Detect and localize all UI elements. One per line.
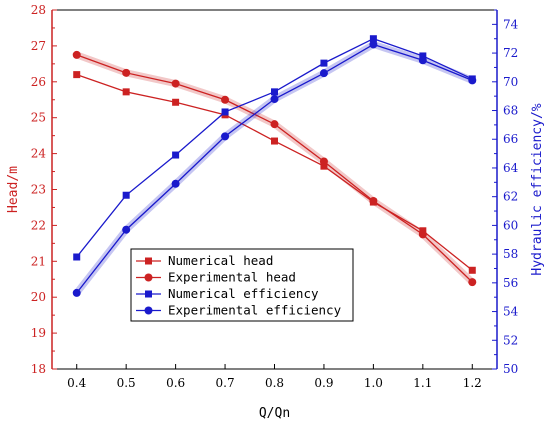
x-tick-label: 0.4 xyxy=(67,376,86,390)
data-point xyxy=(221,108,229,116)
right-y-tick-label: 50 xyxy=(503,362,518,376)
x-tick-label: 0.6 xyxy=(166,376,185,390)
left-y-tick-label: 26 xyxy=(31,75,46,89)
right-y-tick-label: 56 xyxy=(503,276,518,290)
series-layer xyxy=(72,35,477,297)
right-y-tick-label: 70 xyxy=(503,75,518,89)
data-point xyxy=(73,71,81,79)
x-axis: 0.4 0.5 0.6 0.7 0.8 0.9 1.0 1.1 1.2 xyxy=(67,364,482,390)
right-y-tick-label: 60 xyxy=(503,218,518,232)
data-point xyxy=(418,230,427,239)
data-point xyxy=(270,120,279,129)
x-tick-label: 0.5 xyxy=(117,376,136,390)
right-y-tick-label: 68 xyxy=(503,104,518,118)
data-point xyxy=(122,191,130,199)
right-y-tick-label: 54 xyxy=(503,305,519,319)
x-tick-label: 1.2 xyxy=(463,376,482,390)
left-y-tick-label: 24 xyxy=(31,147,47,161)
data-point xyxy=(418,56,427,65)
left-y-tick-label: 27 xyxy=(31,39,46,53)
left-y-axis-title: Head/m xyxy=(6,166,21,213)
left-y-tick-label: 18 xyxy=(31,362,46,376)
x-tick-label: 0.8 xyxy=(265,376,284,390)
left-y-tick-label: 19 xyxy=(31,326,46,340)
data-point xyxy=(320,162,328,170)
left-y-tick-label: 22 xyxy=(31,218,46,232)
x-tick-label: 1.0 xyxy=(364,376,383,390)
legend-item: Experimental head xyxy=(136,270,296,285)
left-y-tick-label: 23 xyxy=(31,183,46,197)
right-y-axis-title: Hydraulic efficiency/% xyxy=(530,103,545,275)
legend-label: Numerical efficiency xyxy=(168,286,319,301)
data-point xyxy=(271,137,278,145)
data-point xyxy=(320,59,328,67)
left-y-tick-label: 20 xyxy=(31,290,46,304)
data-point xyxy=(468,76,477,85)
data-point xyxy=(221,132,230,141)
right-y-axis: 50 52 54 56 58 60 62 64 66 68 70 72 74 xyxy=(492,9,519,376)
data-point xyxy=(369,35,377,43)
data-point xyxy=(122,68,131,77)
right-y-tick-label: 58 xyxy=(503,247,518,261)
x-axis-title: Q/Qn xyxy=(259,406,290,421)
right-y-tick-label: 66 xyxy=(503,132,518,146)
series-line xyxy=(76,74,473,271)
right-y-tick-label: 64 xyxy=(503,161,519,175)
right-y-tick-label: 62 xyxy=(503,190,518,204)
legend-label: Numerical head xyxy=(168,253,273,268)
right-y-tick-label: 72 xyxy=(503,46,518,60)
data-point xyxy=(72,288,81,297)
data-point xyxy=(171,179,180,188)
x-tick-label: 0.7 xyxy=(216,376,235,390)
series-2 xyxy=(73,35,476,261)
x-tick-label: 1.1 xyxy=(413,376,432,390)
data-point xyxy=(369,196,378,205)
data-point xyxy=(419,52,427,60)
x-tick-label: 0.9 xyxy=(314,376,333,390)
legend-marker xyxy=(145,290,152,298)
data-point xyxy=(122,225,131,234)
right-y-tick-label: 74 xyxy=(503,17,519,31)
data-point xyxy=(221,95,230,104)
series-3 xyxy=(72,40,477,297)
data-point xyxy=(73,253,81,261)
legend-marker xyxy=(144,273,153,282)
data-point xyxy=(72,50,81,59)
data-point xyxy=(270,95,279,104)
legend-label: Experimental head xyxy=(168,270,296,285)
data-point xyxy=(271,88,278,96)
left-y-axis: 18 19 20 21 22 23 24 25 26 27 28 xyxy=(31,3,57,376)
legend-item: Experimental efficiency xyxy=(136,303,342,318)
series-1 xyxy=(72,50,477,287)
left-y-tick-label: 25 xyxy=(31,111,46,125)
data-point xyxy=(172,151,180,159)
data-point xyxy=(468,278,477,287)
data-point xyxy=(122,88,130,96)
legend-box xyxy=(130,248,354,322)
data-point xyxy=(468,266,476,274)
legend-item: Numerical efficiency xyxy=(136,286,319,301)
data-point xyxy=(369,40,378,49)
data-point xyxy=(172,98,180,106)
legend-marker xyxy=(144,306,153,315)
legend-label: Experimental efficiency xyxy=(168,303,342,318)
right-y-tick-label: 52 xyxy=(503,333,518,347)
data-point xyxy=(171,79,180,88)
left-y-tick-label: 28 xyxy=(31,3,46,17)
data-point xyxy=(319,157,328,166)
legend: Numerical head Experimental headNumerical… xyxy=(130,248,354,322)
legend-item: Numerical head xyxy=(136,253,273,268)
left-y-tick-label: 21 xyxy=(31,254,46,268)
data-point xyxy=(319,69,328,78)
legend-marker xyxy=(145,257,152,265)
